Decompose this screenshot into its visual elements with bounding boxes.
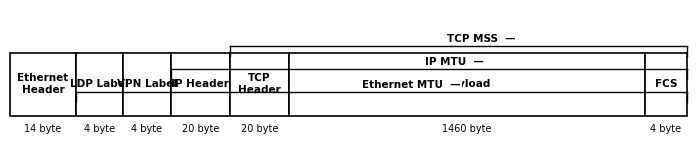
Text: 4 byte: 4 byte [131, 124, 162, 134]
Bar [171, 53, 230, 116]
Text: 20 byte: 20 byte [181, 124, 219, 134]
Text: Ethernet MTU  —: Ethernet MTU — [362, 80, 461, 90]
Text: IP Header: IP Header [171, 79, 229, 89]
Text: LDP Label: LDP Label [70, 79, 129, 89]
Text: 4 byte: 4 byte [650, 124, 682, 134]
Text: 14 byte: 14 byte [24, 124, 62, 134]
Text: Payload: Payload [444, 79, 490, 89]
Bar [10, 53, 76, 116]
Bar [76, 53, 123, 116]
Bar [289, 53, 645, 116]
Bar [123, 53, 171, 116]
Bar [230, 53, 289, 116]
Text: IP MTU  —: IP MTU — [425, 57, 484, 67]
Text: FCS: FCS [654, 79, 677, 89]
Text: Ethernet
Header: Ethernet Header [17, 73, 69, 95]
Text: VPN Label: VPN Label [117, 79, 177, 89]
Text: 1460 byte: 1460 byte [443, 124, 492, 134]
Text: 4 byte: 4 byte [84, 124, 115, 134]
Bar [645, 53, 687, 116]
Text: TCP MSS  —: TCP MSS — [447, 34, 515, 44]
Text: 20 byte: 20 byte [241, 124, 278, 134]
Text: TCP
Header: TCP Header [238, 73, 281, 95]
